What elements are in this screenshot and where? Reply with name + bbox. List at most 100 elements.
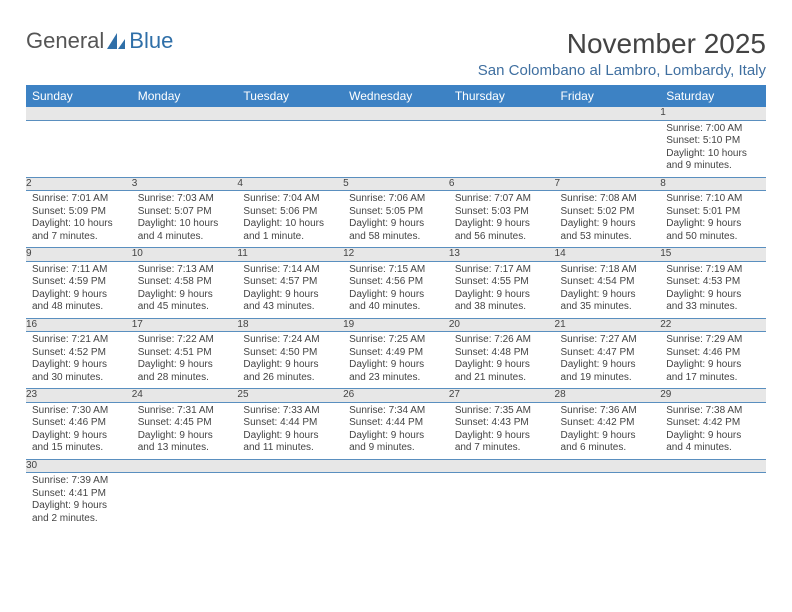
weekday-header: Saturday: [660, 85, 766, 107]
day-number-cell: 24: [132, 389, 238, 403]
sunset-text: Sunset: 4:48 PM: [455, 347, 549, 360]
day-info-cell: [132, 120, 238, 177]
sunrise-text: Sunrise: 7:27 AM: [561, 334, 655, 347]
day-number-cell: 7: [555, 177, 661, 191]
day-number-cell: 13: [449, 248, 555, 262]
day-number-cell: 27: [449, 389, 555, 403]
daylight-text: Daylight: 10 hours and 4 minutes.: [138, 218, 232, 243]
day-info-cell: [449, 120, 555, 177]
daylight-text: Daylight: 9 hours and 7 minutes.: [455, 430, 549, 455]
sunset-text: Sunset: 4:45 PM: [138, 417, 232, 430]
day-info-cell: [26, 120, 132, 177]
sunrise-text: Sunrise: 7:30 AM: [32, 405, 126, 418]
sunrise-text: Sunrise: 7:36 AM: [561, 405, 655, 418]
day-info-cell: Sunrise: 7:07 AMSunset: 5:03 PMDaylight:…: [449, 191, 555, 248]
sunrise-text: Sunrise: 7:00 AM: [666, 123, 760, 136]
sunset-text: Sunset: 4:54 PM: [561, 276, 655, 289]
calendar-header-row: SundayMondayTuesdayWednesdayThursdayFrid…: [26, 85, 766, 107]
sunset-text: Sunset: 4:44 PM: [243, 417, 337, 430]
sunrise-text: Sunrise: 7:15 AM: [349, 264, 443, 277]
day-number-row: 23242526272829: [26, 389, 766, 403]
daylight-text: Daylight: 9 hours and 58 minutes.: [349, 218, 443, 243]
day-number-row: 9101112131415: [26, 248, 766, 262]
day-info-cell: Sunrise: 7:13 AMSunset: 4:58 PMDaylight:…: [132, 261, 238, 318]
day-number-cell: [449, 107, 555, 120]
daylight-text: Daylight: 9 hours and 28 minutes.: [138, 359, 232, 384]
sunrise-text: Sunrise: 7:25 AM: [349, 334, 443, 347]
brand-logo: General Blue: [26, 28, 173, 54]
day-number-cell: 18: [237, 318, 343, 332]
day-info-cell: Sunrise: 7:21 AMSunset: 4:52 PMDaylight:…: [26, 332, 132, 389]
sunset-text: Sunset: 4:52 PM: [32, 347, 126, 360]
header: General Blue November 2025 San Colombano…: [26, 28, 766, 79]
sunset-text: Sunset: 5:07 PM: [138, 206, 232, 219]
location-subtitle: San Colombano al Lambro, Lombardy, Italy: [478, 62, 766, 79]
sunrise-text: Sunrise: 7:19 AM: [666, 264, 760, 277]
sunset-text: Sunset: 5:03 PM: [455, 206, 549, 219]
title-block: November 2025 San Colombano al Lambro, L…: [478, 28, 766, 79]
daylight-text: Daylight: 10 hours and 9 minutes.: [666, 148, 760, 173]
day-number-cell: 28: [555, 389, 661, 403]
sunset-text: Sunset: 5:01 PM: [666, 206, 760, 219]
sunrise-text: Sunrise: 7:33 AM: [243, 405, 337, 418]
weekday-header: Sunday: [26, 85, 132, 107]
day-info-cell: [237, 473, 343, 530]
day-info-cell: Sunrise: 7:29 AMSunset: 4:46 PMDaylight:…: [660, 332, 766, 389]
day-number-cell: 23: [26, 389, 132, 403]
day-info-cell: Sunrise: 7:08 AMSunset: 5:02 PMDaylight:…: [555, 191, 661, 248]
day-number-cell: 9: [26, 248, 132, 262]
daylight-text: Daylight: 9 hours and 2 minutes.: [32, 500, 126, 525]
day-number-cell: [343, 107, 449, 120]
day-info-cell: [449, 473, 555, 530]
daylight-text: Daylight: 9 hours and 11 minutes.: [243, 430, 337, 455]
sunrise-text: Sunrise: 7:08 AM: [561, 193, 655, 206]
day-info-cell: [343, 120, 449, 177]
day-info-row: Sunrise: 7:11 AMSunset: 4:59 PMDaylight:…: [26, 261, 766, 318]
daylight-text: Daylight: 9 hours and 6 minutes.: [561, 430, 655, 455]
day-number-cell: 3: [132, 177, 238, 191]
sunset-text: Sunset: 4:44 PM: [349, 417, 443, 430]
daylight-text: Daylight: 9 hours and 50 minutes.: [666, 218, 760, 243]
day-info-cell: Sunrise: 7:19 AMSunset: 4:53 PMDaylight:…: [660, 261, 766, 318]
day-info-cell: Sunrise: 7:00 AMSunset: 5:10 PMDaylight:…: [660, 120, 766, 177]
sunset-text: Sunset: 4:57 PM: [243, 276, 337, 289]
day-info-cell: [343, 473, 449, 530]
day-info-cell: Sunrise: 7:30 AMSunset: 4:46 PMDaylight:…: [26, 402, 132, 459]
sunrise-text: Sunrise: 7:29 AM: [666, 334, 760, 347]
day-number-row: 30: [26, 459, 766, 473]
day-number-cell: [343, 459, 449, 473]
sunrise-text: Sunrise: 7:38 AM: [666, 405, 760, 418]
weekday-header: Friday: [555, 85, 661, 107]
day-number-cell: [132, 107, 238, 120]
weekday-header: Thursday: [449, 85, 555, 107]
sunrise-text: Sunrise: 7:01 AM: [32, 193, 126, 206]
sunrise-text: Sunrise: 7:03 AM: [138, 193, 232, 206]
sunset-text: Sunset: 5:09 PM: [32, 206, 126, 219]
day-number-cell: 19: [343, 318, 449, 332]
day-info-cell: Sunrise: 7:06 AMSunset: 5:05 PMDaylight:…: [343, 191, 449, 248]
daylight-text: Daylight: 9 hours and 40 minutes.: [349, 289, 443, 314]
daylight-text: Daylight: 9 hours and 30 minutes.: [32, 359, 126, 384]
sunrise-text: Sunrise: 7:18 AM: [561, 264, 655, 277]
day-number-cell: 11: [237, 248, 343, 262]
sunset-text: Sunset: 5:02 PM: [561, 206, 655, 219]
day-number-cell: 25: [237, 389, 343, 403]
sunset-text: Sunset: 4:47 PM: [561, 347, 655, 360]
day-info-row: Sunrise: 7:00 AMSunset: 5:10 PMDaylight:…: [26, 120, 766, 177]
sunset-text: Sunset: 4:46 PM: [32, 417, 126, 430]
day-info-cell: Sunrise: 7:35 AMSunset: 4:43 PMDaylight:…: [449, 402, 555, 459]
sunrise-text: Sunrise: 7:04 AM: [243, 193, 337, 206]
day-number-cell: 1: [660, 107, 766, 120]
day-info-cell: [660, 473, 766, 530]
day-info-cell: Sunrise: 7:01 AMSunset: 5:09 PMDaylight:…: [26, 191, 132, 248]
weekday-header: Wednesday: [343, 85, 449, 107]
daylight-text: Daylight: 9 hours and 45 minutes.: [138, 289, 232, 314]
day-number-cell: 2: [26, 177, 132, 191]
day-info-cell: Sunrise: 7:03 AMSunset: 5:07 PMDaylight:…: [132, 191, 238, 248]
daylight-text: Daylight: 9 hours and 26 minutes.: [243, 359, 337, 384]
day-info-row: Sunrise: 7:21 AMSunset: 4:52 PMDaylight:…: [26, 332, 766, 389]
day-number-cell: 12: [343, 248, 449, 262]
day-number-cell: 4: [237, 177, 343, 191]
daylight-text: Daylight: 9 hours and 48 minutes.: [32, 289, 126, 314]
day-number-cell: 26: [343, 389, 449, 403]
